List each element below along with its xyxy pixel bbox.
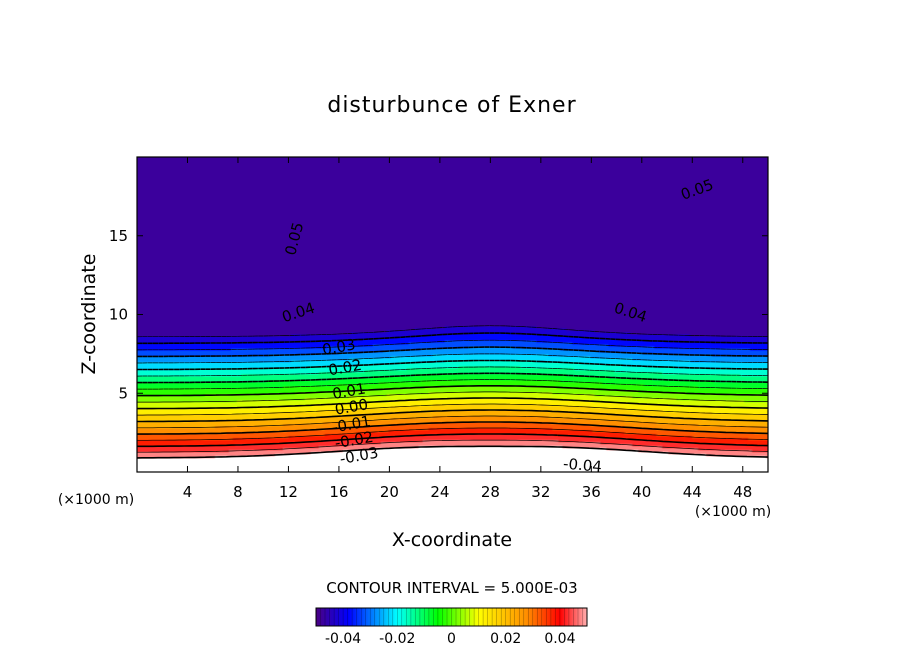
x-tick-label: 8 [233, 483, 243, 501]
contour-line [137, 372, 768, 384]
colorbar-bands [320, 608, 583, 626]
colorbar-ticks: -0.04 -0.02 0 0.02 0.04 [325, 631, 576, 647]
y-axis-ticks: 5 10 15 [109, 227, 768, 402]
x-tick-label: 40 [632, 483, 651, 501]
contour-line [137, 403, 768, 416]
contour-line [137, 391, 768, 403]
y-tick-label: 15 [109, 227, 128, 245]
field-fill [137, 157, 768, 472]
contour-line [137, 366, 768, 377]
x-tick-label: 28 [481, 483, 500, 501]
colorbar-tick-label: -0.02 [379, 631, 415, 647]
contour-interval-note: CONTOUR INTERVAL = 5.000E-03 [326, 579, 577, 597]
colorbar-tick-label: -0.04 [325, 631, 361, 647]
contour-line [137, 409, 768, 423]
contour-line [137, 427, 768, 441]
x-tick-label: 12 [279, 483, 298, 501]
x-axis-ticks: 4 8 12 16 20 24 28 32 36 40 44 48 [183, 157, 752, 501]
y-tick-label: 10 [109, 306, 128, 324]
x-tick-label: 44 [683, 483, 702, 501]
contour-label: 0.01 [331, 379, 367, 403]
contour-line [137, 385, 768, 397]
y-axis-label: Z-coordinate [78, 254, 100, 375]
contour-label: 0.03 [321, 335, 357, 359]
colorbar-tick-label: 0.04 [544, 631, 575, 647]
contour-line [137, 325, 768, 338]
contour-lines [137, 325, 768, 459]
contour-line [137, 415, 768, 429]
contour-line [137, 353, 768, 364]
contour-line [137, 445, 768, 459]
x-tick-label: 4 [183, 483, 193, 501]
contour-line [137, 359, 768, 371]
contour-line [137, 433, 768, 448]
contour-line [137, 439, 768, 453]
x-unit-left: (×1000 m) [58, 492, 134, 508]
contour-label: 0.00 [333, 395, 369, 419]
contour-line [137, 421, 768, 435]
plot-area: 0.050.050.04 0.040.030.020.010.00-0.01-0.… [109, 156, 769, 501]
contour-line [137, 332, 768, 345]
contour-line [137, 397, 768, 410]
x-tick-label: 36 [582, 483, 601, 501]
colorbar-tick-label: 0.02 [490, 631, 521, 647]
contour-line [137, 346, 768, 358]
x-unit-right: (×1000 m) [695, 504, 771, 520]
x-tick-label: 24 [430, 483, 449, 501]
colorbar-frame [315, 607, 588, 627]
x-tick-label: 20 [380, 483, 399, 501]
chart-title: disturbunce of Exner [327, 93, 576, 118]
x-tick-label: 16 [329, 483, 348, 501]
x-tick-label: 48 [733, 483, 752, 501]
contour-line [137, 379, 768, 390]
contour-line [137, 339, 768, 351]
colorbar: -0.04 -0.02 0 0.02 0.04 [315, 607, 588, 647]
contour-label: 0.02 [327, 356, 363, 380]
y-tick-label: 5 [118, 384, 128, 402]
x-tick-label: 32 [531, 483, 550, 501]
colorbar-tick-label: 0 [447, 631, 456, 647]
x-axis-label: X-coordinate [392, 529, 512, 551]
contour-label: -0.04 [562, 455, 602, 476]
